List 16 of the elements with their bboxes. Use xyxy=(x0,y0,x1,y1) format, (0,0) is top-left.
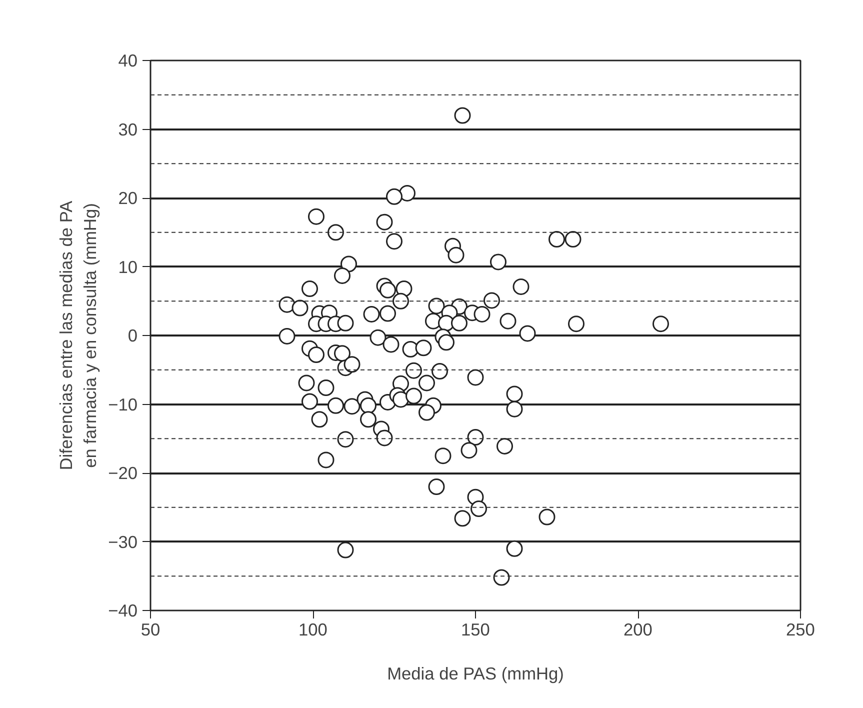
y-tick-label: 10 xyxy=(118,256,138,277)
y-tick-label: −40 xyxy=(108,600,138,620)
y-axis-title: Diferencias entre las medias de PA en farmacia y en consulta (mmHg) xyxy=(56,200,100,470)
x-tick-label: 250 xyxy=(786,620,815,640)
y-tick-label: −20 xyxy=(108,463,138,483)
y-tick-label: 20 xyxy=(118,188,138,208)
y-tick-label: 40 xyxy=(118,50,138,70)
x-tick-label: 50 xyxy=(140,620,160,640)
y-tick-label: −10 xyxy=(108,394,138,414)
y-tick-label: 0 xyxy=(128,326,138,346)
x-tick-label: 100 xyxy=(298,620,328,640)
x-tick-label: 200 xyxy=(624,620,652,640)
x-tick-label: 150 xyxy=(461,620,490,640)
y-tick-label: −30 xyxy=(108,532,138,552)
x-axis-title: Media de PAS (mmHg) xyxy=(387,664,564,684)
y-tick-label: 30 xyxy=(118,119,138,140)
